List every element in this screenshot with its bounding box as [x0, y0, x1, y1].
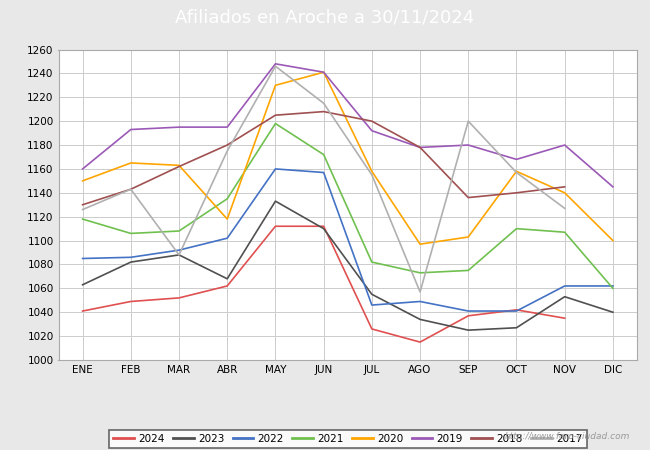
- Text: Afiliados en Aroche a 30/11/2024: Afiliados en Aroche a 30/11/2024: [176, 9, 474, 27]
- Text: http://www.foro-ciudad.com: http://www.foro-ciudad.com: [505, 432, 630, 441]
- Legend: 2024, 2023, 2022, 2021, 2020, 2019, 2018, 2017: 2024, 2023, 2022, 2021, 2020, 2019, 2018…: [109, 430, 586, 448]
